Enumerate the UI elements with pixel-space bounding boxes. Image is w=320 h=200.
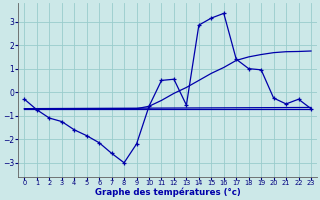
- X-axis label: Graphe des températures (°c): Graphe des températures (°c): [95, 188, 241, 197]
